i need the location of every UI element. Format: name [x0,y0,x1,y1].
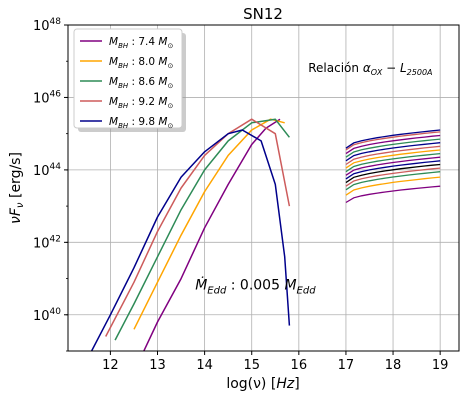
series-line [143,118,281,351]
annotations: Relación αOX − L2500A ṀEdd : 0.005 MEdd [195,61,432,296]
xray-line [345,160,441,180]
x-tick-label: 14 [196,358,213,373]
x-tick-label: 18 [385,358,402,373]
xray-line [345,176,441,196]
y-tick-label: 1040 [33,307,61,324]
xray-line [345,131,441,151]
chart-title: SN12 [243,5,283,23]
series-line [90,129,291,351]
y-tick-label: 1046 [33,89,61,106]
series-line [114,118,290,341]
x-tick-label: 16 [291,358,308,373]
y-tick-label: 1044 [33,162,61,179]
x-tick-label: 17 [338,358,355,373]
y-axis-label: νFν [erg/s] [8,152,26,224]
xray-line [345,185,441,204]
legend-box [73,28,183,129]
series-lines [90,118,291,351]
x-tick-label: 15 [243,358,260,373]
xray-line [345,167,441,187]
x-tick-label: 19 [432,358,449,373]
legend-label: MBH : 8.6 M⊙ [109,76,173,90]
xray-line [345,145,441,166]
y-tick-label: 1048 [33,17,61,34]
y-tick-label: 1042 [33,234,61,251]
x-tick-label: 12 [102,358,119,373]
axis-ticks: 12 13 14 15 16 17 18 19 1040 1042 1044 1046 1048 [33,17,448,373]
annotation-relation: Relación αOX − L2500A [308,61,432,77]
legend-label: MBH : 7.4 M⊙ [109,36,173,50]
xray-line [345,138,441,158]
xray-line [345,156,441,176]
xray-lines [345,129,441,204]
plot-frame [67,24,460,352]
xray-line [345,142,441,162]
legend-label: MBH : 9.8 M⊙ [109,116,173,130]
legend-label: MBH : 8.0 M⊙ [109,56,173,70]
xray-line [345,171,441,191]
series-line [105,118,291,337]
legend: MBH : 7.4 M⊙ MBH : 8.0 M⊙ MBH : 8.6 M⊙ MBH … [73,28,186,132]
xray-line [345,149,441,169]
xray-line [345,163,441,184]
legend-label: MBH : 9.2 M⊙ [109,96,173,110]
xray-line [345,134,441,155]
xray-line [345,129,441,149]
annotation-eddington: ṀEdd : 0.005 MEdd [195,275,316,296]
x-axis-label: log(ν) [Hz] [226,376,299,392]
xray-line [345,152,441,173]
x-tick-label: 13 [149,358,166,373]
